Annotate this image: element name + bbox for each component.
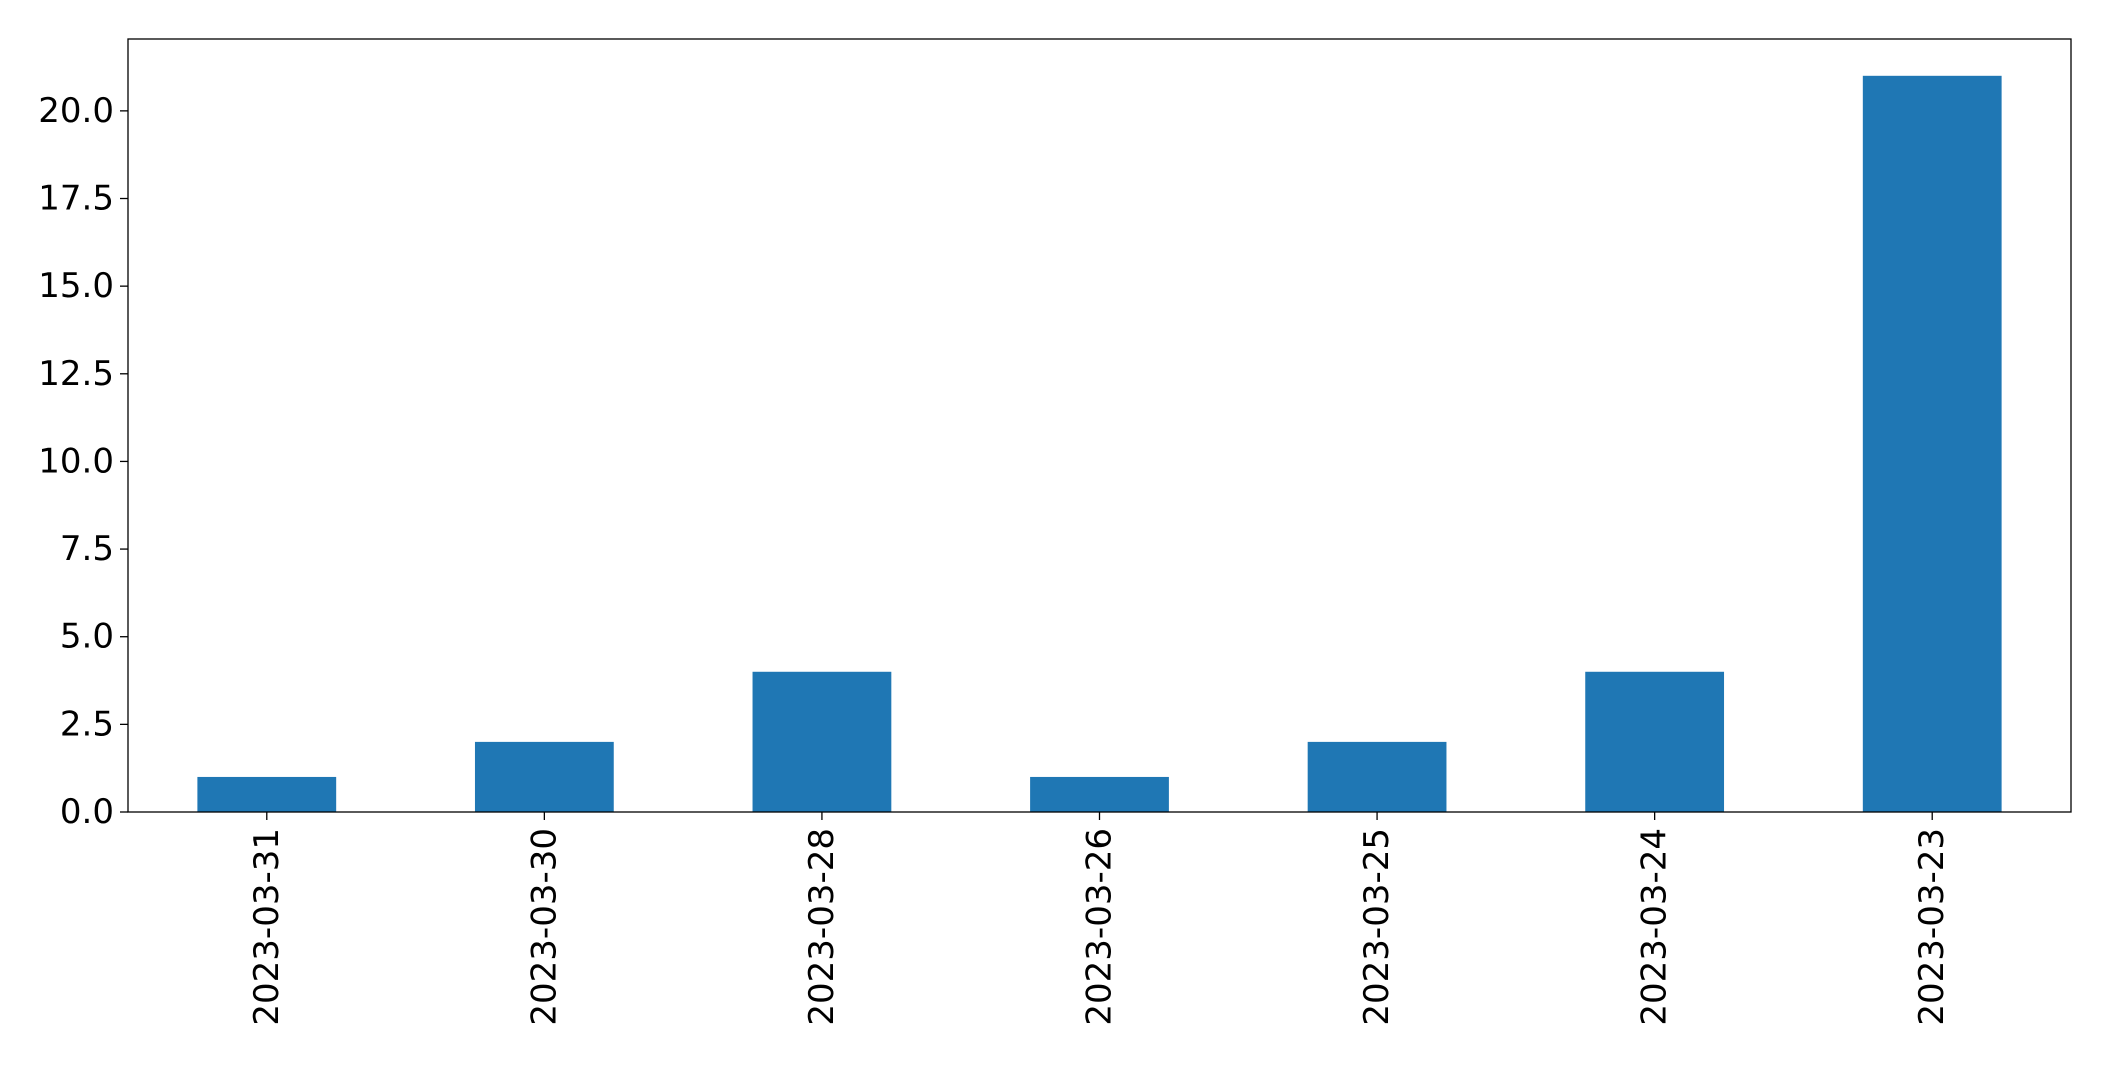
x-tick-label: 2023-03-28 [802,828,842,1026]
x-tick-label: 2023-03-26 [1080,828,1120,1026]
y-tick-label: 0.0 [60,792,114,832]
bar-2023-03-30 [474,741,614,812]
y-tick-label: 17.5 [38,179,114,219]
x-axis: 2023-03-31 2023-03-30 2023-03-28 2023-03-26… [247,812,1952,1026]
y-tick-label: 15.0 [38,266,114,306]
bar-2023-03-31 [197,776,337,812]
y-tick-label: 5.0 [60,617,114,657]
y-axis: 0.0 2.5 5.0 7.5 10.0 12.5 15.0 17.5 20.0 [38,91,128,832]
bar-2023-03-25 [1307,741,1447,812]
bar-2023-03-23 [1862,75,2002,813]
y-tick-label: 12.5 [38,354,114,394]
plot-frame [127,38,2072,813]
x-tick-label: 2023-03-30 [524,828,564,1026]
y-tick-label: 10.0 [38,441,114,481]
y-tick-label: 2.5 [60,704,114,744]
bar-2023-03-28 [752,671,892,812]
x-tick-label: 2023-03-31 [247,828,287,1026]
bar-2023-03-26 [1030,776,1169,812]
y-tick-label: 7.5 [60,529,114,569]
y-tick-label: 20.0 [38,91,114,131]
x-tick-label: 2023-03-24 [1635,828,1675,1026]
x-tick-label: 2023-03-23 [1912,828,1952,1026]
bars-group [197,75,2002,813]
x-tick-label: 2023-03-25 [1357,828,1397,1026]
bar-2023-03-24 [1585,671,1725,812]
